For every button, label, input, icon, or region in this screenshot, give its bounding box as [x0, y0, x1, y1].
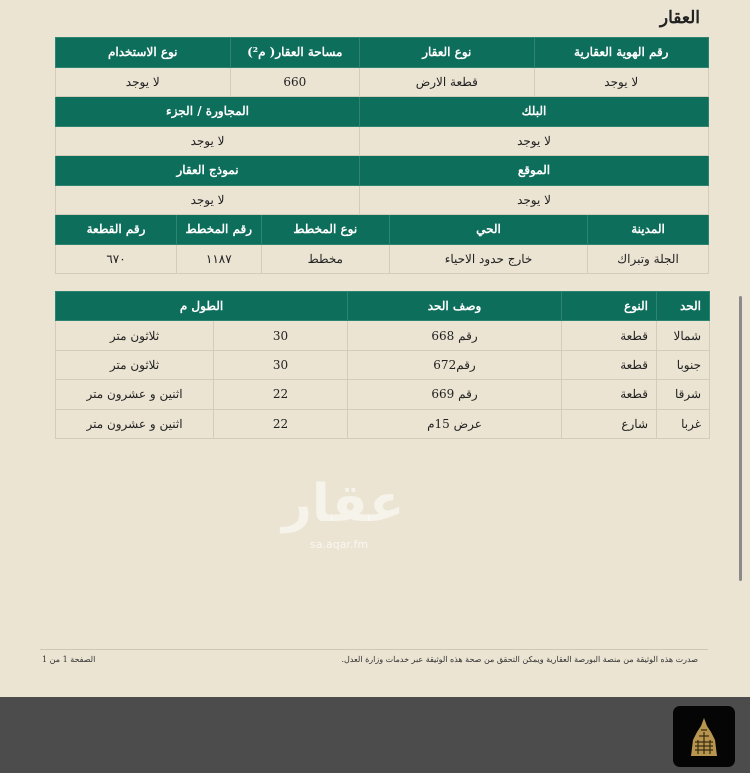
header-length: الطول م [54, 290, 349, 322]
header-city: المدينة [587, 214, 709, 245]
value-property-type: قطعة الارض [359, 66, 535, 97]
cell-length-text: اثنين و عشرون متر [54, 408, 215, 439]
value-plan-number: ١١٨٧ [176, 243, 262, 274]
value-block: لا يوجد [359, 125, 709, 156]
header-property-id: رقم الهوية العقارية [533, 37, 710, 68]
value-city: الجلة وتبراك [587, 243, 709, 274]
value-plot-number: ٦٧٠ [54, 243, 178, 274]
table-row: لا يوجد قطعة الارض 660 لا يوجد [55, 66, 710, 97]
table-row: لا يوجد لا يوجد [54, 184, 709, 215]
cell-boundary: شرقا [656, 379, 711, 410]
value-area: 660 [229, 66, 361, 97]
header-area: مساحة العقار( م²) [229, 37, 361, 68]
cell-length: 30 [213, 349, 349, 381]
value-plan-type: مخطط [260, 243, 391, 274]
cell-type: قطعة [561, 349, 658, 381]
header-plan-type: نوع المخطط [260, 214, 391, 245]
table-header-row: الموقع نموذج العقار [54, 155, 709, 186]
value-district: خارج حدود الاحياء [389, 243, 589, 274]
cell-description: عرض 15م [347, 408, 563, 439]
table-header-row: البلك المجاورة / الجزء [54, 96, 709, 127]
header-plot-number: رقم القطعة [54, 214, 178, 245]
ministry-logo-button[interactable] [673, 706, 735, 767]
cell-boundary: غربا [656, 408, 711, 439]
value-location: لا يوجد [359, 184, 709, 215]
table-row: لا يوجد لا يوجد [54, 125, 709, 156]
cell-length-text: ثلاثون متر [54, 349, 215, 381]
value-neighborhood-part: لا يوجد [54, 125, 361, 156]
table-header-row: رقم الهوية العقارية نوع العقار مساحة الع… [55, 37, 710, 68]
table-row: جنوبا قطعة رقم672 30 ثلاثون متر [54, 349, 711, 381]
cell-length: 30 [213, 320, 349, 351]
header-usage-type: نوع الاستخدام [55, 37, 231, 68]
table-row: الجلة وتبراك خارج حدود الاحياء مخطط ١١٨٧… [54, 243, 709, 274]
table-row: غربا شارع عرض 15م 22 اثنين و عشرون متر [54, 408, 711, 439]
cell-type: قطعة [561, 379, 658, 410]
header-property-model: نموذج العقار [54, 155, 361, 186]
header-location: الموقع [359, 155, 709, 186]
bottom-bar [0, 697, 750, 773]
header-block: البلك [359, 96, 709, 127]
table-header-row: المدينة الحي نوع المخطط رقم المخطط رقم ا… [54, 214, 709, 245]
footer-divider [40, 649, 708, 650]
table-row: شرقا قطعة رقم 669 22 اثنين و عشرون متر [54, 379, 711, 410]
cell-length-text: اثنين و عشرون متر [54, 379, 215, 410]
header-property-type: نوع العقار [359, 37, 535, 68]
cell-length: 22 [213, 379, 349, 410]
ministry-kufic-logo-icon [691, 718, 717, 756]
cell-boundary: شمالا [656, 320, 711, 351]
property-table: رقم الهوية العقارية نوع العقار مساحة الع… [54, 37, 710, 274]
boundaries-table: الحد النوع وصف الحد الطول م شمالا قطعة ر… [54, 290, 711, 439]
cell-boundary: جنوبا [656, 349, 711, 381]
table-header-row: الحد النوع وصف الحد الطول م [54, 290, 711, 322]
cell-description: رقم 668 [347, 320, 563, 351]
value-property-model: لا يوجد [54, 184, 361, 215]
page-number: الصفحة 1 من 1 [42, 655, 96, 664]
scrollbar[interactable] [739, 296, 742, 581]
cell-length: 22 [213, 408, 349, 439]
cell-type: شارع [561, 408, 658, 439]
value-property-id: لا يوجد [533, 66, 710, 97]
header-description: وصف الحد [347, 290, 563, 322]
cell-description: رقم672 [347, 349, 563, 381]
header-boundary: الحد [656, 290, 711, 322]
aqar-watermark-url: sa.aqar.fm [310, 538, 369, 551]
aqar-watermark: عقار [282, 474, 405, 534]
header-district: الحي [389, 214, 589, 245]
cell-type: قطعة [561, 320, 658, 351]
cell-description: رقم 669 [347, 379, 563, 410]
document-page: العقار رقم الهوية العقارية نوع العقار مس… [40, 8, 711, 664]
header-neighborhood-part: المجاورة / الجزء [54, 96, 361, 127]
value-usage-type: لا يوجد [55, 66, 231, 97]
header-type: النوع [561, 290, 658, 322]
cell-length-text: ثلاثون متر [54, 320, 215, 351]
table-row: شمالا قطعة رقم 668 30 ثلاثون متر [54, 320, 711, 351]
section-title: العقار [659, 8, 700, 28]
header-plan-number: رقم المخطط [176, 214, 262, 245]
footer-notice: صدرت هذه الوثيقة من منصة البورصة العقاري… [341, 655, 698, 664]
